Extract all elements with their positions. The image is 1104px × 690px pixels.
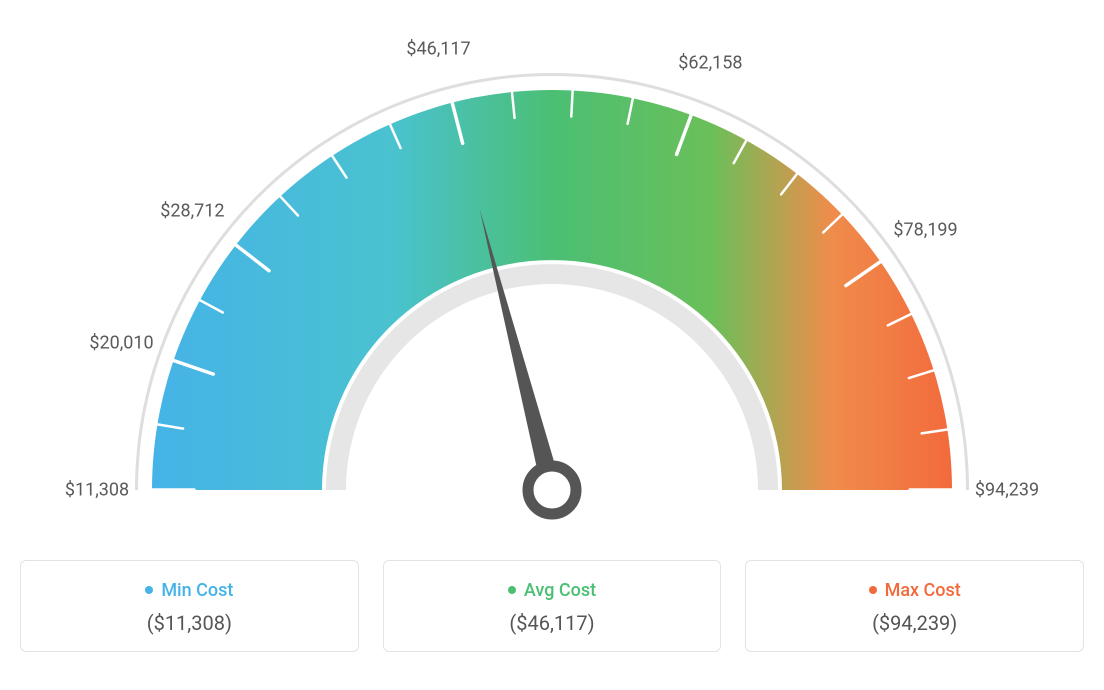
min-cost-card: Min Cost ($11,308) [20,560,359,652]
gauge-svg [20,20,1084,540]
max-cost-value: ($94,239) [758,611,1071,635]
summary-cards: Min Cost ($11,308) Avg Cost ($46,117) Ma… [20,560,1084,652]
max-cost-dot [869,586,877,594]
max-cost-card: Max Cost ($94,239) [745,560,1084,652]
gauge-tick-label: $62,158 [678,53,742,74]
min-cost-dot [145,586,153,594]
cost-gauge: $11,308 $20,010 $28,712 $46,117 $62,158 $78,1… [20,20,1084,540]
avg-cost-dot [508,586,516,594]
gauge-tick-label: $11,308 [65,480,129,501]
avg-cost-card: Avg Cost ($46,117) [383,560,722,652]
max-cost-title: Max Cost [885,580,961,601]
avg-cost-value: ($46,117) [396,611,709,635]
gauge-tick-label: $78,199 [893,220,957,241]
gauge-tick-label: $46,117 [406,39,470,60]
gauge-tick-label: $20,010 [89,332,153,353]
min-cost-title: Min Cost [161,580,233,601]
gauge-tick-label: $28,712 [160,201,224,222]
min-cost-value: ($11,308) [33,611,346,635]
gauge-tick-label: $94,239 [975,480,1039,501]
avg-cost-title: Avg Cost [524,580,596,601]
